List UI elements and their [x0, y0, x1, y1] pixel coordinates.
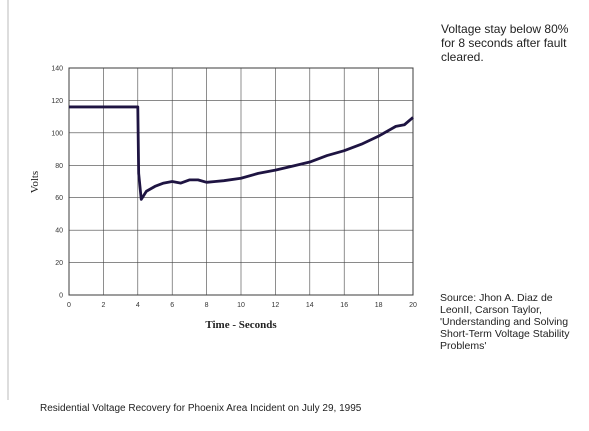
x-tick-label: 16	[340, 302, 348, 309]
x-tick-label: 14	[306, 302, 314, 309]
y-tick-label: 0	[59, 293, 63, 300]
x-tick-label: 4	[136, 302, 140, 309]
y-tick-label: 120	[51, 98, 63, 105]
x-tick-label: 6	[170, 302, 174, 309]
y-tick-label: 80	[55, 163, 63, 170]
data-line	[69, 105, 414, 201]
x-tick-label: 20	[409, 302, 417, 309]
caption: Residential Voltage Recovery for Phoenix…	[40, 403, 362, 414]
y-tick-label: 40	[55, 228, 63, 235]
x-tick-label: 8	[205, 302, 209, 309]
x-tick-label: 0	[67, 302, 71, 309]
x-tick-label: 18	[375, 302, 383, 309]
x-tick-label: 10	[237, 302, 245, 309]
x-tick-label: 2	[101, 302, 105, 309]
y-tick-label: 100	[51, 130, 63, 137]
y-tick-label: 140	[51, 66, 63, 73]
annotation: Voltage stay below 80% for 8 seconds aft…	[441, 22, 569, 64]
y-tick-label: 20	[55, 260, 63, 267]
x-axis-label: Time - Seconds	[205, 319, 277, 331]
source: Source: Jhon A. Diaz de LeonII, Carson T…	[440, 292, 570, 352]
y-axis-label: Volts	[29, 171, 41, 193]
y-tick-label: 60	[55, 195, 63, 202]
x-tick-label: 12	[272, 302, 280, 309]
